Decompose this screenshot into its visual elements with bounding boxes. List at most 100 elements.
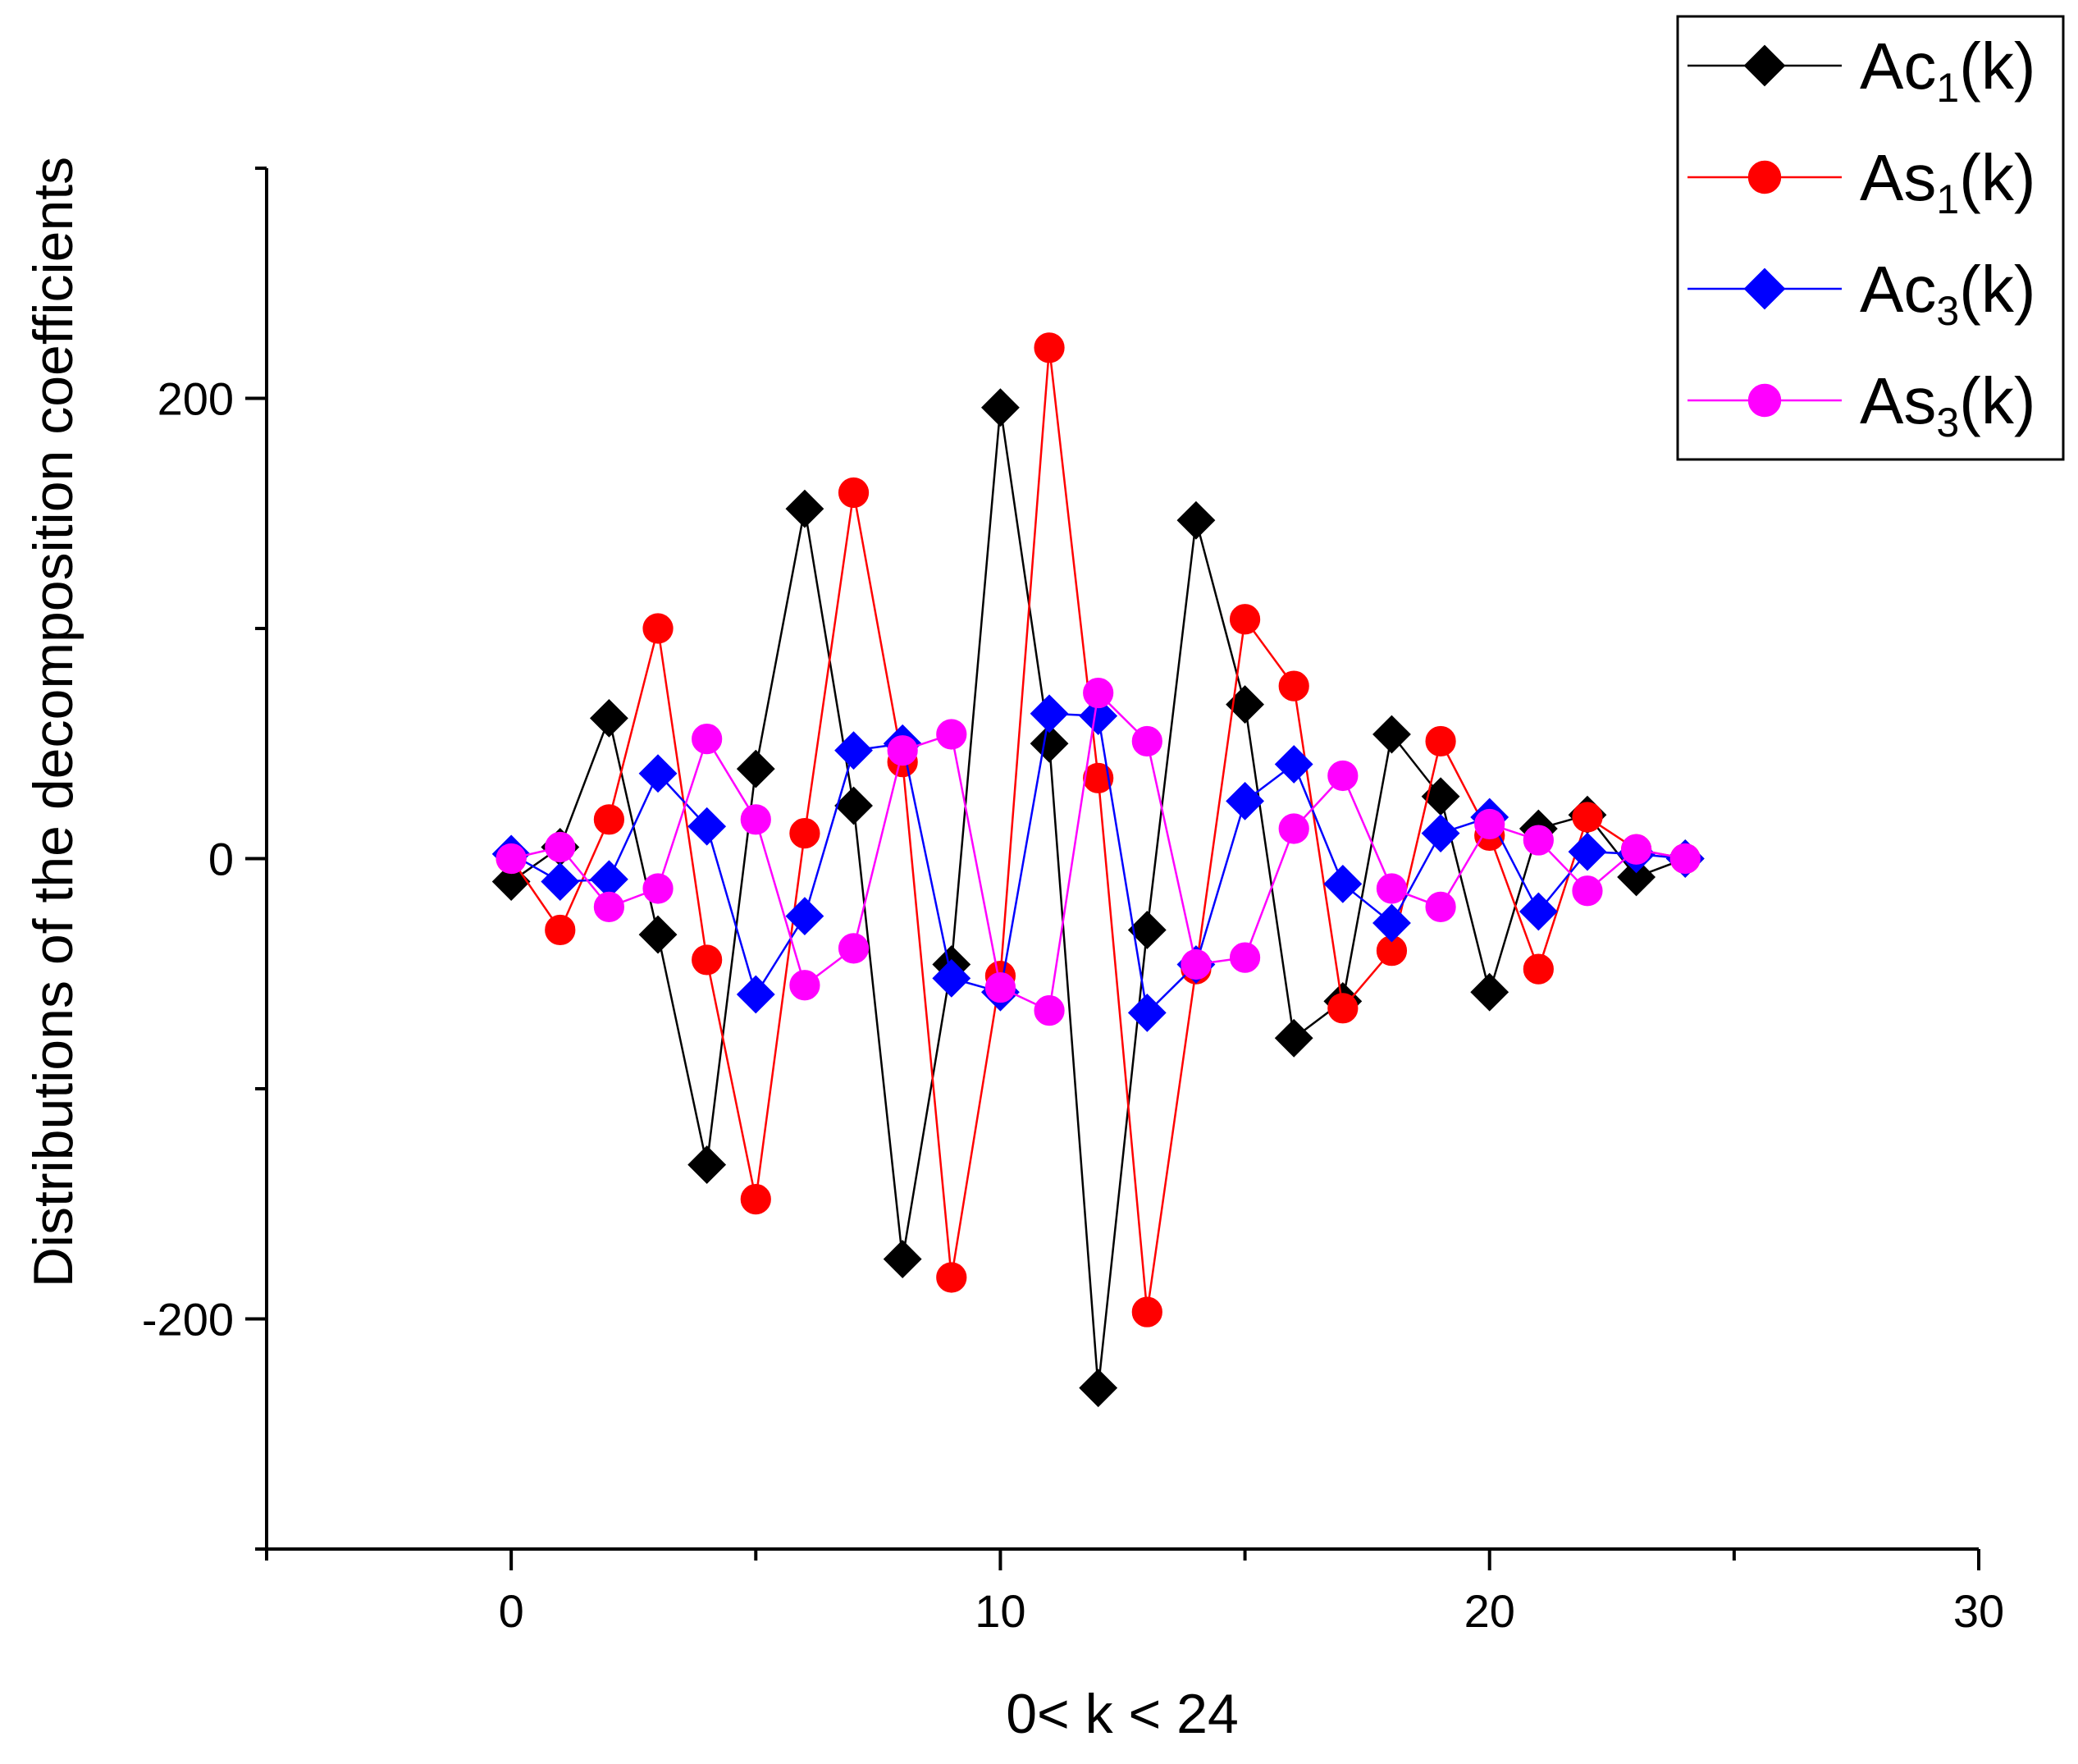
data-point-as3 xyxy=(692,724,723,755)
x-tick-label: 20 xyxy=(1464,1585,1515,1637)
data-point-ac3 xyxy=(932,958,971,998)
series-as3 xyxy=(496,677,1701,1026)
data-point-as3 xyxy=(1034,995,1065,1026)
data-point-as3 xyxy=(789,970,820,1001)
legend-marker-as1 xyxy=(1747,160,1782,194)
data-point-ac1 xyxy=(883,1240,922,1278)
data-point-as1 xyxy=(1523,953,1554,985)
data-point-ac3 xyxy=(1127,994,1167,1032)
data-point-as3 xyxy=(1181,948,1212,980)
x-tick-label: 10 xyxy=(975,1585,1025,1637)
data-point-as3 xyxy=(1131,725,1162,757)
x-tick-label: 30 xyxy=(1953,1585,2004,1637)
data-point-as1 xyxy=(740,1184,771,1215)
data-point-as3 xyxy=(642,873,674,904)
data-point-as3 xyxy=(545,831,576,863)
data-point-ac3 xyxy=(736,975,775,1014)
data-point-as1 xyxy=(545,914,576,946)
data-point-as1 xyxy=(789,818,820,849)
data-point-as1 xyxy=(1278,670,1309,701)
data-point-as3 xyxy=(740,804,771,835)
data-point-as1 xyxy=(1131,1296,1162,1328)
data-point-as3 xyxy=(1669,843,1701,875)
data-point-as1 xyxy=(1425,725,1456,757)
legend-marker-ac1 xyxy=(1743,44,1786,87)
data-point-as1 xyxy=(642,613,674,644)
data-point-ac1 xyxy=(1274,1018,1313,1058)
data-point-as3 xyxy=(936,719,967,750)
data-point-ac3 xyxy=(785,897,824,936)
data-point-ac1 xyxy=(589,698,628,738)
data-point-as1 xyxy=(593,804,625,835)
data-point-ac3 xyxy=(1226,781,1264,820)
series-line-ac3 xyxy=(510,712,1686,1016)
data-point-ac1 xyxy=(1030,724,1069,763)
data-point-as3 xyxy=(593,891,625,923)
data-point-ac1 xyxy=(785,489,824,528)
data-point-as3 xyxy=(1229,942,1261,973)
legend-item-ac1: Ac1(k) xyxy=(1688,30,2035,111)
data-point-as3 xyxy=(496,843,527,875)
data-point-as3 xyxy=(1474,808,1505,840)
data-point-ac3 xyxy=(1079,697,1118,736)
data-point-as1 xyxy=(1034,332,1065,363)
y-tick-label: 0 xyxy=(208,834,234,885)
axes-layer: 0 10 20 30 -200 0 200 xyxy=(142,167,2004,1637)
legend-marker-ac3 xyxy=(1743,267,1786,310)
data-point-ac3 xyxy=(541,862,580,901)
data-point-as1 xyxy=(692,944,723,976)
series-layer xyxy=(491,332,1705,1408)
data-point-ac1 xyxy=(1127,911,1167,949)
data-point-ac3 xyxy=(1421,814,1460,853)
legend-label-ac1: Ac1(k) xyxy=(1860,30,2035,111)
data-point-ac1 xyxy=(1176,500,1216,540)
x-axis-title: 0< k < 24 xyxy=(1006,1683,1239,1745)
legend-marker-as3 xyxy=(1747,383,1782,418)
data-point-ac1 xyxy=(687,1145,727,1184)
data-point-ac3 xyxy=(687,807,727,846)
data-point-as1 xyxy=(1572,802,1603,833)
data-point-as1 xyxy=(1229,604,1261,635)
x-tick-label: 0 xyxy=(499,1585,524,1637)
data-point-ac1 xyxy=(1079,1369,1118,1408)
data-point-as3 xyxy=(1572,875,1603,907)
series-line-ac1 xyxy=(510,407,1686,1388)
legend-label-ac3: Ac3(k) xyxy=(1860,253,2035,334)
data-point-ac3 xyxy=(638,754,678,793)
data-point-ac3 xyxy=(1519,892,1558,931)
data-point-ac1 xyxy=(1372,715,1411,754)
data-point-as3 xyxy=(1621,834,1652,865)
data-point-as3 xyxy=(1083,677,1114,709)
data-point-as3 xyxy=(887,735,918,766)
y-tick-label: -200 xyxy=(142,1294,234,1346)
data-point-ac3 xyxy=(1568,832,1607,871)
data-point-ac1 xyxy=(834,786,873,825)
data-point-ac3 xyxy=(1323,864,1363,903)
data-point-ac1 xyxy=(1470,972,1509,1012)
legend: Ac1(k) As1(k) Ac3(k) As3(k) xyxy=(1676,15,2065,461)
data-point-ac1 xyxy=(1617,857,1656,897)
y-tick-label: 200 xyxy=(158,373,234,425)
legend-label-as3: As3(k) xyxy=(1860,364,2035,446)
data-point-ac3 xyxy=(834,731,873,770)
data-point-as3 xyxy=(1376,873,1408,904)
data-point-ac3 xyxy=(1274,745,1313,784)
legend-item-as3: As3(k) xyxy=(1688,364,2035,446)
legend-label-as1: As1(k) xyxy=(1860,141,2035,222)
data-point-ac1 xyxy=(638,915,678,954)
data-point-as3 xyxy=(1327,760,1359,792)
data-point-as3 xyxy=(1425,891,1456,923)
data-point-as1 xyxy=(1327,993,1359,1024)
data-point-ac1 xyxy=(736,749,775,788)
data-point-ac3 xyxy=(1030,694,1069,733)
legend-frame xyxy=(1676,15,2065,461)
data-point-as3 xyxy=(838,933,870,964)
data-point-as3 xyxy=(1523,825,1554,856)
data-point-ac3 xyxy=(1372,903,1411,943)
data-point-as1 xyxy=(1083,762,1114,793)
legend-item-ac3: Ac3(k) xyxy=(1688,253,2035,334)
series-line-as3 xyxy=(510,690,1686,1012)
data-point-ac1 xyxy=(981,388,1020,427)
